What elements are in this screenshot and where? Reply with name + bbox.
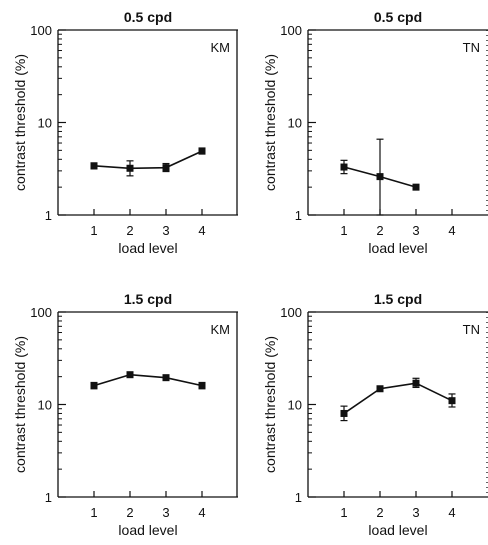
y-axis-label: contrast threshold (%)	[12, 336, 28, 473]
y-tick-label: 10	[288, 398, 302, 413]
y-tick-label: 1	[45, 490, 52, 505]
data-point	[162, 374, 170, 382]
data-point	[376, 173, 384, 181]
subject-label: TN	[463, 40, 480, 55]
panel-title: 0.5 cpd	[124, 9, 172, 25]
subject-label: KM	[211, 40, 231, 55]
x-tick-label: 3	[412, 505, 419, 520]
x-tick-label: 3	[162, 223, 169, 238]
x-tick-label: 4	[448, 505, 455, 520]
x-axis-label: load level	[368, 522, 427, 538]
y-axis-label: contrast threshold (%)	[262, 336, 278, 473]
data-point	[340, 409, 348, 417]
x-tick-label: 1	[340, 223, 347, 238]
series-line	[93, 150, 203, 170]
data-point	[376, 385, 384, 393]
subject-label: TN	[463, 322, 480, 337]
panel-title: 1.5 cpd	[374, 291, 422, 307]
x-tick-label: 4	[198, 505, 205, 520]
x-tick-label: 1	[90, 223, 97, 238]
x-tick-label: 4	[198, 223, 205, 238]
data-point	[126, 371, 134, 379]
x-axis-label: load level	[368, 240, 427, 256]
y-tick-label: 10	[38, 116, 52, 131]
panel-title: 1.5 cpd	[124, 291, 172, 307]
y-tick-label: 100	[30, 23, 52, 38]
data-point	[90, 382, 98, 390]
series-line	[93, 373, 203, 387]
y-axis-label: contrast threshold (%)	[262, 54, 278, 191]
x-tick-label: 2	[126, 223, 133, 238]
y-tick-label: 10	[288, 116, 302, 131]
x-tick-label: 3	[162, 505, 169, 520]
y-tick-label: 10	[38, 398, 52, 413]
series-line	[343, 382, 453, 415]
x-tick-label: 1	[340, 505, 347, 520]
data-point	[448, 397, 456, 405]
panel-title: 0.5 cpd	[374, 9, 422, 25]
y-tick-label: 1	[295, 490, 302, 505]
data-point	[198, 382, 206, 390]
x-tick-label: 2	[376, 223, 383, 238]
x-tick-label: 3	[412, 223, 419, 238]
data-point	[412, 379, 420, 387]
x-axis-label: load level	[118, 522, 177, 538]
y-tick-label: 1	[295, 208, 302, 223]
y-tick-label: 100	[30, 305, 52, 320]
y-tick-label: 1	[45, 208, 52, 223]
data-point	[412, 183, 420, 191]
x-tick-label: 1	[90, 505, 97, 520]
x-tick-label: 2	[376, 505, 383, 520]
y-tick-label: 100	[280, 23, 302, 38]
y-axis-label: contrast threshold (%)	[12, 54, 28, 191]
data-point	[126, 164, 134, 172]
x-tick-label: 2	[126, 505, 133, 520]
data-point	[198, 147, 206, 155]
data-point	[162, 164, 170, 172]
data-point	[90, 162, 98, 170]
x-tick-label: 4	[448, 223, 455, 238]
y-tick-label: 100	[280, 305, 302, 320]
x-axis-label: load level	[118, 240, 177, 256]
data-point	[340, 163, 348, 171]
subject-label: KM	[211, 322, 231, 337]
